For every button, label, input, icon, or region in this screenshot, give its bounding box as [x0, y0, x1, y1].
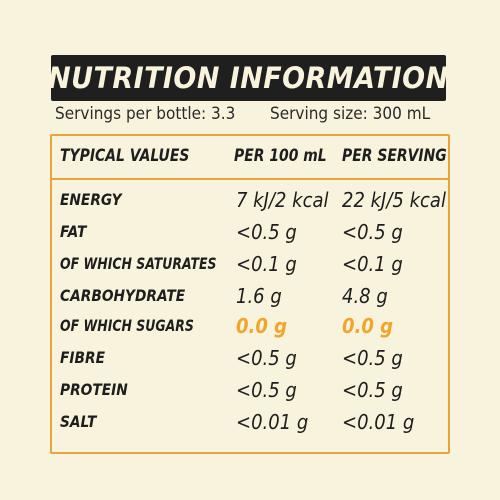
nutrition-table: TYPICAL VALUES PER 100 mL PER SERVING EN… [50, 134, 450, 454]
row-label-salt: SALT [60, 412, 97, 431]
servings-info: Servings per bottle: 3.3 Serving size: 3… [51, 104, 446, 130]
servings-per-bottle: Servings per bottle: 3.3 [55, 104, 236, 124]
saturates-per-100ml: <0.1 g [236, 252, 297, 276]
page-title: NUTRITION INFORMATION [48, 61, 449, 95]
serving-size: Serving size: 300 mL [270, 104, 431, 124]
salt-per-100ml: <0.01 g [236, 410, 309, 434]
energy-per-100ml: 7 kJ/2 kcal [236, 188, 329, 212]
carbohydrate-per-100ml: 1.6 g [236, 284, 282, 308]
row-label-saturates: OF WHICH SATURATES [60, 254, 217, 273]
row-label-fat: FAT [60, 222, 87, 241]
salt-per-serving: <0.01 g [342, 410, 415, 434]
protein-per-serving: <0.5 g [342, 378, 403, 402]
sugars-per-serving: 0.0 g [342, 314, 394, 338]
title-bar: NUTRITION INFORMATION [48, 55, 449, 101]
fibre-per-100ml: <0.5 g [236, 346, 297, 370]
row-label-protein: PROTEIN [60, 380, 128, 399]
energy-per-serving: 22 kJ/5 kcal [342, 188, 446, 212]
fat-per-100ml: <0.5 g [236, 220, 297, 244]
row-label-sugars: OF WHICH SUGARS [60, 316, 194, 335]
protein-per-100ml: <0.5 g [236, 378, 297, 402]
header-divider [52, 178, 448, 180]
row-label-energy: ENERGY [60, 190, 122, 209]
header-per-100ml: PER 100 mL [234, 146, 327, 166]
carbohydrate-per-serving: 4.8 g [342, 284, 388, 308]
row-label-fibre: FIBRE [60, 348, 106, 367]
header-per-serving: PER SERVING [342, 146, 447, 166]
fibre-per-serving: <0.5 g [342, 346, 403, 370]
sugars-per-100ml: 0.0 g [236, 314, 288, 338]
saturates-per-serving: <0.1 g [342, 252, 403, 276]
header-typical-values: TYPICAL VALUES [60, 146, 190, 166]
row-label-carbohydrate: CARBOHYDRATE [60, 286, 186, 305]
fat-per-serving: <0.5 g [342, 220, 403, 244]
